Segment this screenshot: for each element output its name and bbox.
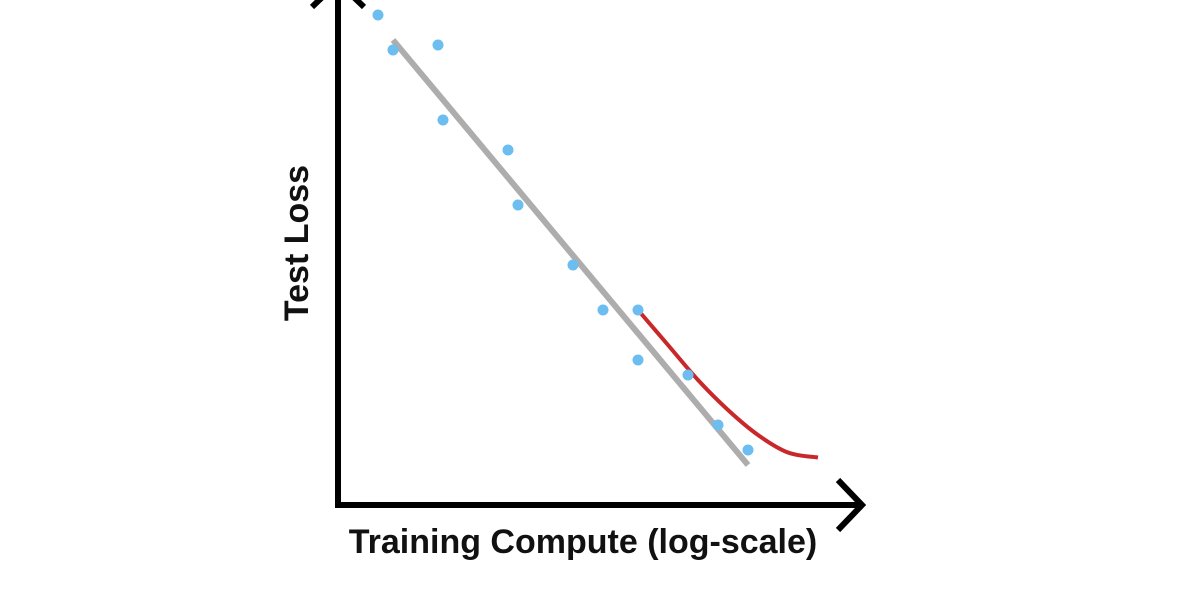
data-point	[742, 444, 754, 456]
x-axis-label: Training Compute (log-scale)	[349, 523, 817, 561]
data-point	[712, 419, 724, 431]
data-point	[682, 369, 694, 381]
data-point	[387, 44, 399, 56]
y-axis-label: Test Loss	[278, 165, 316, 321]
data-point	[437, 114, 449, 126]
data-point	[432, 39, 444, 51]
trend-line	[390, 38, 751, 467]
curve-line	[636, 308, 819, 460]
data-point	[632, 354, 644, 366]
x-axis-arrowhead-icon	[835, 477, 867, 533]
plot-area	[372, 9, 819, 467]
data-point	[597, 304, 609, 316]
data-point	[502, 144, 514, 156]
data-point	[632, 304, 644, 316]
data-point	[567, 259, 579, 271]
data-point	[372, 9, 384, 21]
data-point	[512, 199, 524, 211]
